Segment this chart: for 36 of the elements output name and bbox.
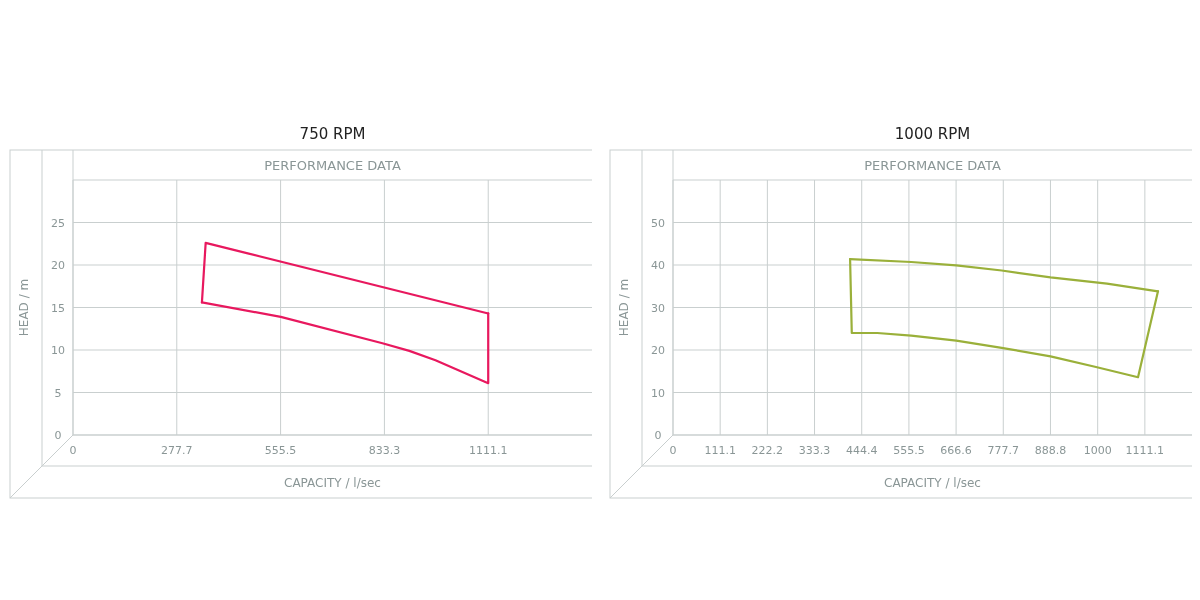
- y-tick-label: 10: [51, 344, 65, 357]
- x-tick-label: 555.5: [264, 444, 297, 457]
- x-tick-label: 555.5: [893, 444, 925, 457]
- y-tick-label: 25: [51, 216, 65, 230]
- y-tick-label: 0: [654, 429, 662, 442]
- y-tick-label: 20: [51, 259, 65, 272]
- x-tick-label: 833.3: [368, 444, 401, 457]
- y-tick-label: 50: [651, 216, 665, 230]
- x-axis-title: CAPACITY / l/sec: [884, 476, 981, 490]
- x-tick-label: 444.4: [845, 444, 878, 457]
- x-tick-label: 111.1: [704, 444, 736, 457]
- chart-subtitle: PERFORMANCE DATA: [864, 158, 1001, 173]
- x-tick-label: 777.7: [987, 444, 1020, 457]
- x-tick-label: 277.7: [161, 444, 193, 457]
- y-axis-title: HEAD / m: [617, 278, 631, 337]
- chart-title: 750 RPM: [299, 125, 366, 143]
- y-tick-label: 20: [651, 344, 665, 357]
- chart-subtitle: PERFORMANCE DATA: [264, 158, 401, 173]
- y-tick-label: 40: [651, 259, 665, 272]
- x-axis-title: CAPACITY / l/sec: [284, 476, 381, 490]
- x-tick-label: 1000: [1083, 444, 1112, 457]
- y-tick-label: 5: [54, 386, 62, 400]
- y-tick-label: 15: [51, 301, 65, 315]
- y-axis-title: HEAD / m: [17, 278, 31, 337]
- x-tick-label: 1111.1: [468, 444, 508, 457]
- y-tick-label: 10: [651, 386, 665, 400]
- y-tick-label: 0: [54, 429, 62, 442]
- x-tick-label: 222.2: [751, 444, 784, 457]
- x-tick-label: 0: [69, 444, 77, 457]
- x-tick-label: 666.6: [940, 444, 972, 457]
- x-tick-label: 333.3: [798, 444, 831, 457]
- y-tick-label: 30: [651, 301, 665, 315]
- chart-title: 1000 RPM: [894, 125, 971, 143]
- x-tick-label: 888.8: [1034, 444, 1067, 457]
- x-tick-label: 0: [669, 444, 677, 457]
- x-tick-label: 1111.1: [1125, 444, 1165, 457]
